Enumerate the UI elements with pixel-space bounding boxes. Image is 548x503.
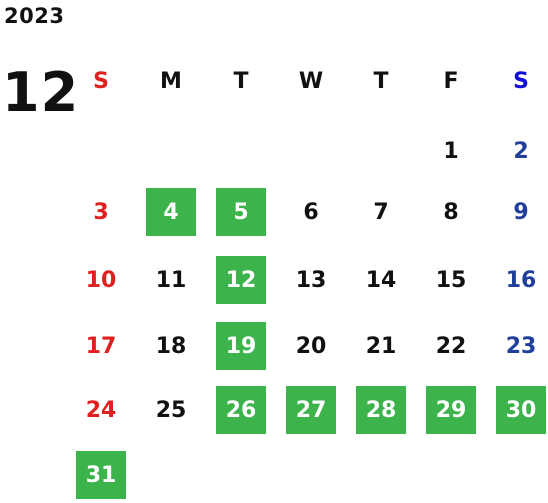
day-cell-1[interactable]: 1 bbox=[443, 138, 459, 164]
day-cell-4[interactable]: 4 bbox=[146, 188, 196, 236]
day-cell-13[interactable]: 13 bbox=[295, 267, 327, 293]
day-cell-23[interactable]: 23 bbox=[505, 333, 537, 359]
day-cell-7[interactable]: 7 bbox=[373, 199, 389, 225]
weekday-header-sunday: S bbox=[93, 68, 109, 94]
weekday-header-tuesday: T bbox=[233, 68, 249, 94]
day-cell-25[interactable]: 25 bbox=[155, 397, 187, 423]
day-cell-30[interactable]: 30 bbox=[496, 386, 546, 434]
weekday-header-monday: M bbox=[160, 68, 182, 94]
day-cell-17[interactable]: 17 bbox=[85, 333, 117, 359]
day-cell-2[interactable]: 2 bbox=[513, 138, 529, 164]
day-cell-24[interactable]: 24 bbox=[85, 397, 117, 423]
weekday-header-wednesday: W bbox=[298, 68, 324, 94]
weekday-header-thursday: T bbox=[373, 68, 389, 94]
day-cell-12[interactable]: 12 bbox=[216, 256, 266, 304]
weekday-header-friday: F bbox=[443, 68, 459, 94]
day-cell-21[interactable]: 21 bbox=[365, 333, 397, 359]
day-cell-15[interactable]: 15 bbox=[435, 267, 467, 293]
day-cell-29[interactable]: 29 bbox=[426, 386, 476, 434]
day-cell-14[interactable]: 14 bbox=[365, 267, 397, 293]
day-cell-16[interactable]: 16 bbox=[505, 267, 537, 293]
day-cell-31[interactable]: 31 bbox=[76, 451, 126, 499]
day-cell-28[interactable]: 28 bbox=[356, 386, 406, 434]
day-cell-9[interactable]: 9 bbox=[513, 199, 529, 225]
day-cell-6[interactable]: 6 bbox=[303, 199, 319, 225]
day-cell-19[interactable]: 19 bbox=[216, 322, 266, 370]
day-cell-27[interactable]: 27 bbox=[286, 386, 336, 434]
month-number: 12 bbox=[2, 61, 80, 124]
day-cell-11[interactable]: 11 bbox=[155, 267, 187, 293]
year-label: 2023 bbox=[4, 4, 65, 28]
day-cell-10[interactable]: 10 bbox=[85, 267, 117, 293]
day-cell-22[interactable]: 22 bbox=[435, 333, 467, 359]
day-cell-3[interactable]: 3 bbox=[93, 199, 109, 225]
weekday-header-saturday: S bbox=[513, 68, 529, 94]
day-cell-26[interactable]: 26 bbox=[216, 386, 266, 434]
day-cell-18[interactable]: 18 bbox=[155, 333, 187, 359]
day-cell-8[interactable]: 8 bbox=[443, 199, 459, 225]
day-cell-20[interactable]: 20 bbox=[295, 333, 327, 359]
day-cell-5[interactable]: 5 bbox=[216, 188, 266, 236]
